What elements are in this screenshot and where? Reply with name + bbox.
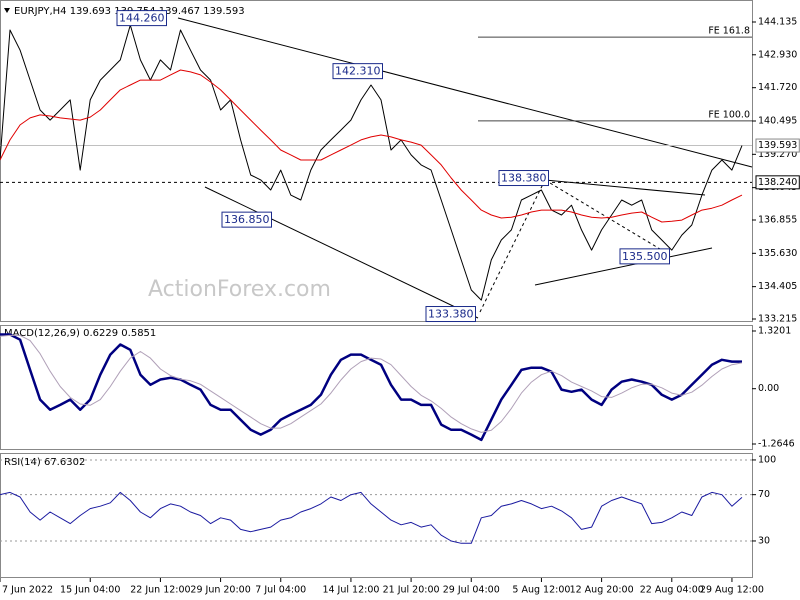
y-tick-label: 134.405: [758, 281, 797, 292]
y-tick-label: 136.855: [758, 215, 797, 226]
y-tick-label: 142.930: [758, 49, 797, 60]
annotation-label: 138.380: [501, 172, 547, 185]
x-tick-label: 22 Aug 04:00: [640, 585, 704, 596]
series-line: [0, 491, 743, 544]
y-tick-label: 144.135: [758, 17, 797, 28]
series-line: [0, 69, 743, 223]
series-line: [0, 333, 742, 442]
x-tick-label: 29 Aug 12:00: [700, 585, 764, 596]
x-tick-label: 15 Jun 04:00: [60, 585, 120, 596]
annotation-box: [498, 170, 549, 187]
x-tick-label: 21 Jul 20:00: [383, 585, 440, 596]
price-level-box: [755, 138, 800, 153]
annotation-label: 142.310: [335, 65, 381, 78]
y-tick-label: 135.630: [758, 248, 797, 259]
x-tick-label: 29 Jul 04:00: [443, 585, 500, 596]
x-tick-label: 22 Jun 12:00: [130, 585, 190, 596]
price-level-box: [755, 175, 800, 190]
y-tick-label: 141.720: [758, 82, 797, 93]
panel-borders: [0, 0, 753, 578]
x-tick-label: 29 Jun 20:00: [190, 585, 250, 596]
x-tick-label: 14 Jul 12:00: [322, 585, 379, 596]
y-tick-label: -1.2646: [758, 438, 795, 449]
watermark: ActionForex.com: [148, 277, 331, 302]
annotation-box: [221, 211, 272, 228]
y-tick-label: 30: [758, 535, 770, 546]
annotation-box: [425, 306, 476, 323]
annotation-box: [332, 63, 383, 80]
title-arrow: [4, 8, 10, 13]
annotation-box: [619, 248, 670, 265]
y-tick-label: 1.3201: [758, 325, 791, 336]
price-level-label: 138.240: [758, 177, 797, 188]
y-tick-label: 133.215: [758, 314, 797, 325]
annotation-label: 136.850: [224, 213, 270, 226]
price-level-label: 139.593: [758, 140, 797, 151]
x-tick-label: 5 Aug 12:00: [512, 585, 570, 596]
x-tick-label: 7 Jun 2022: [2, 585, 53, 596]
fib-label: FE 161.8: [708, 26, 750, 37]
annotation-label: 144.260: [119, 12, 165, 25]
annotation-box: [116, 10, 167, 27]
y-tick-label: 140.495: [758, 116, 797, 127]
y-tick-label: 0.00: [758, 383, 779, 394]
y-tick-label: 70: [758, 489, 770, 500]
rsi-title: RSI(14) 67.6302: [4, 457, 85, 468]
x-tick-label: 12 Aug 20:00: [570, 585, 634, 596]
macd-title: MACD(12,26,9) 0.6229 0.5851: [4, 328, 156, 339]
fib-label: FE 100.0: [708, 109, 750, 120]
x-tick-label: 7 Jul 04:00: [255, 585, 306, 596]
y-tick-label: 100: [758, 454, 776, 465]
annotation-label: 133.380: [428, 308, 474, 321]
series-line: [0, 24, 743, 301]
y-tick-label: 139.270: [758, 149, 797, 160]
annotation-label: 135.500: [622, 250, 668, 263]
series-line: [0, 334, 743, 433]
